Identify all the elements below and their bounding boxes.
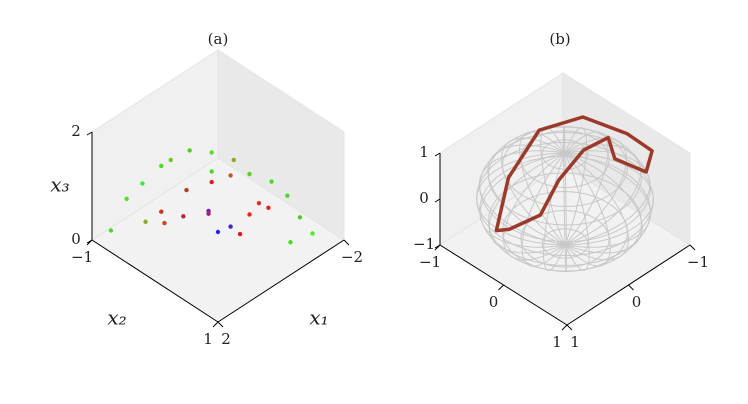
x-tick-label: −1 — [687, 253, 709, 271]
z-tick-label: 1 — [419, 143, 429, 161]
curve — [494, 115, 654, 233]
z-tick-label: 0 — [419, 189, 429, 207]
wire — [563, 125, 566, 246]
z-tick-label: 0 — [71, 230, 81, 248]
z-tick — [86, 131, 93, 136]
wire — [564, 152, 611, 267]
point — [162, 220, 167, 226]
x-tick — [628, 284, 634, 291]
point — [168, 157, 173, 163]
y-tick-label: 0 — [489, 293, 499, 311]
point — [215, 229, 221, 235]
point — [285, 193, 290, 198]
z-tick — [434, 198, 441, 203]
point — [184, 187, 189, 193]
x-tick — [689, 244, 696, 251]
point — [231, 157, 236, 163]
point — [140, 181, 145, 186]
point — [209, 150, 214, 155]
y-tick — [498, 284, 504, 291]
wire — [564, 152, 652, 248]
point — [310, 231, 315, 236]
y-tick-label: 1 — [552, 333, 562, 351]
wire — [564, 127, 588, 246]
y-tick — [561, 324, 568, 331]
x-tick — [343, 239, 350, 246]
y-tick — [212, 321, 219, 328]
point — [124, 196, 129, 202]
point — [206, 211, 211, 216]
wire — [478, 150, 566, 246]
x-axis-label: x₁ — [309, 306, 328, 330]
y-tick-label: −1 — [71, 248, 93, 266]
wire — [502, 152, 566, 261]
point — [256, 200, 262, 206]
x-tick-label: 0 — [632, 293, 642, 311]
wire — [564, 152, 590, 271]
point — [209, 169, 214, 174]
panel-title: (a) — [208, 30, 229, 48]
wire — [479, 152, 566, 248]
right-pane — [217, 49, 345, 241]
point — [266, 205, 271, 210]
point — [108, 228, 114, 233]
wire — [521, 152, 566, 267]
axis-line — [217, 239, 345, 323]
z-tick-label: −1 — [413, 235, 435, 253]
point — [143, 219, 148, 224]
z-tick — [86, 239, 93, 244]
wire — [564, 152, 630, 261]
wire — [564, 137, 628, 246]
wire — [564, 152, 654, 246]
wire — [564, 131, 609, 246]
panel-title: (b) — [549, 30, 570, 48]
point — [181, 214, 186, 219]
axis-line — [91, 239, 219, 323]
point — [297, 215, 303, 220]
z-tick — [434, 244, 441, 249]
x-tick — [566, 324, 573, 331]
point — [228, 173, 233, 178]
point — [269, 179, 274, 184]
z-tick-label: 2 — [71, 122, 81, 140]
wire — [540, 127, 566, 246]
point — [288, 240, 293, 245]
x-tick-label: 1 — [570, 333, 580, 351]
x-tick — [217, 321, 224, 328]
y-tick-label: 1 — [203, 330, 213, 348]
x-tick-label: −2 — [341, 248, 363, 266]
y-tick-label: −1 — [419, 253, 441, 271]
point — [247, 171, 252, 177]
point — [237, 231, 243, 237]
y-axis-label: x₂ — [107, 306, 126, 330]
point — [159, 209, 164, 214]
wire — [488, 152, 566, 254]
point — [187, 148, 192, 153]
point — [228, 224, 233, 229]
wire — [487, 144, 566, 246]
point — [209, 179, 214, 185]
z-axis-label: x₃ — [50, 173, 69, 197]
wire — [564, 152, 567, 273]
x-tick-label: 2 — [221, 330, 231, 348]
point — [247, 212, 252, 217]
point — [159, 163, 164, 169]
z-tick — [434, 152, 441, 157]
